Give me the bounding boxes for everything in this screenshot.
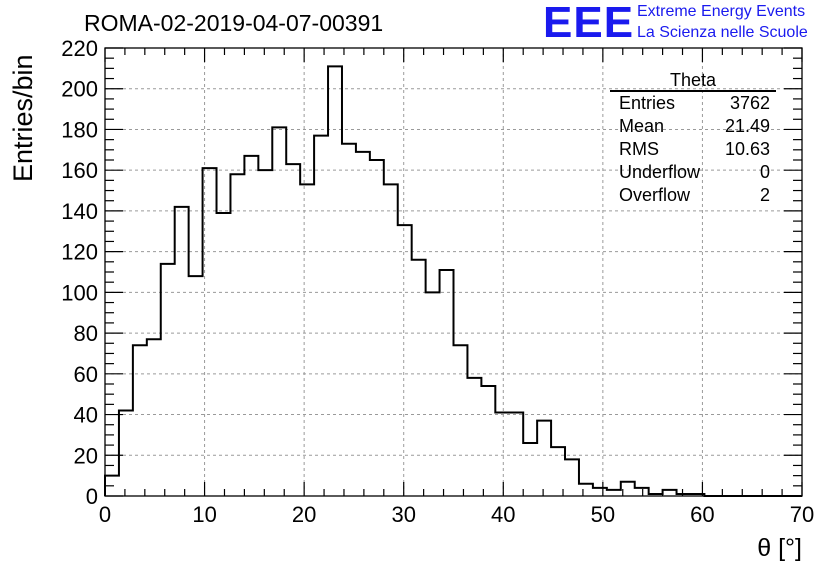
histogram-series <box>104 65 802 497</box>
stats-value: 3762 <box>729 93 770 113</box>
stats-box: Theta Entries 3762 Mean 21.49 RMS 10.63 Underf… <box>610 70 776 207</box>
histogram-bin <box>133 345 147 496</box>
histogram-bin <box>495 413 509 496</box>
histogram-bin <box>481 386 495 496</box>
stats-value: 0 <box>759 162 770 182</box>
y-tick-label: 80 <box>74 321 98 346</box>
logo-text-line2: La Scienza nelle Scuole <box>637 24 808 41</box>
x-tick-label: 60 <box>690 502 714 527</box>
histogram-bin <box>147 339 161 496</box>
y-tick-label: 200 <box>61 77 98 102</box>
stats-row-rms: RMS 10.63 <box>610 138 776 161</box>
histogram-bin <box>189 276 203 496</box>
stats-row-entries: Entries 3762 <box>610 92 776 115</box>
x-tick-label: 50 <box>591 502 615 527</box>
histogram-bin <box>119 410 133 496</box>
stats-row-underflow: Underflow 0 <box>610 161 776 184</box>
histogram-bin <box>593 488 607 496</box>
histogram-bin <box>412 260 426 496</box>
histogram-bin <box>370 160 384 496</box>
histogram-bin <box>272 127 286 496</box>
stats-value: 21.49 <box>724 116 770 136</box>
y-tick-label: 160 <box>61 158 98 183</box>
histogram-bin <box>175 207 189 496</box>
stats-value: 2 <box>759 185 770 205</box>
y-tick-label: 140 <box>61 199 98 224</box>
y-tick-label: 180 <box>61 117 98 142</box>
histogram-bin <box>440 270 454 496</box>
histogram-bin <box>356 152 370 496</box>
y-tick-label: 100 <box>61 280 98 305</box>
x-axis-label: θ [°] <box>757 534 802 562</box>
histogram-bin <box>607 490 621 496</box>
histogram-bin <box>635 488 649 496</box>
histogram-bin <box>454 345 468 496</box>
histogram-bin <box>426 292 440 496</box>
histogram-bin <box>203 168 217 496</box>
stats-title: Theta <box>610 70 776 92</box>
histogram-bin <box>663 490 677 496</box>
tick-labels: 0 10 20 30 40 50 60 700204060801001201401601802… <box>61 36 814 527</box>
x-tick-label: 20 <box>292 502 316 527</box>
histogram-bin <box>300 184 314 496</box>
x-tick-label: 40 <box>491 502 515 527</box>
y-tick-label: 0 <box>86 484 98 509</box>
x-tick-label: 0 <box>99 502 111 527</box>
y-tick-label: 40 <box>74 403 98 428</box>
axis-ticks <box>104 47 803 497</box>
histogram-bin <box>384 184 398 496</box>
stats-label: RMS <box>619 139 659 159</box>
histogram-bin <box>258 170 272 496</box>
histogram-bin <box>565 459 579 496</box>
histogram-bin <box>286 164 300 496</box>
x-tick-label: 70 <box>790 502 814 527</box>
histogram-bin <box>244 156 258 496</box>
histogram-bin <box>523 443 537 496</box>
histogram-bin <box>537 421 551 496</box>
eee-logo-mark: EEE <box>543 0 635 47</box>
stats-label: Underflow <box>619 162 701 182</box>
histogram-bin <box>579 484 593 496</box>
histogram-bin <box>328 66 342 496</box>
stats-row-mean: Mean 21.49 <box>610 115 776 138</box>
histogram-bin <box>551 447 565 496</box>
logo-text-line1: Extreme Energy Events <box>637 3 806 20</box>
histogram-bin <box>230 174 244 496</box>
y-tick-label: 60 <box>74 362 98 387</box>
chart-title: ROMA-02-2019-04-07-00391 <box>84 10 384 36</box>
histogram-bin <box>161 264 175 496</box>
y-tick-label: 20 <box>74 443 98 468</box>
stats-label: Overflow <box>619 185 691 205</box>
x-tick-label: 30 <box>391 502 415 527</box>
stats-label: Entries <box>619 93 676 113</box>
stats-label: Mean <box>619 116 665 136</box>
y-tick-label: 220 <box>61 36 98 61</box>
stats-row-overflow: Overflow 2 <box>610 184 776 207</box>
y-tick-label: 120 <box>61 240 98 265</box>
histogram-bin <box>398 225 412 496</box>
histogram-bin <box>467 378 481 496</box>
histogram-line <box>104 65 802 497</box>
histogram-bin <box>342 144 356 496</box>
x-tick-label: 10 <box>192 502 216 527</box>
histogram-bin <box>217 213 231 496</box>
histogram-bin <box>509 413 523 496</box>
histogram-bin <box>314 136 328 496</box>
stats-value: 10.63 <box>724 139 770 159</box>
